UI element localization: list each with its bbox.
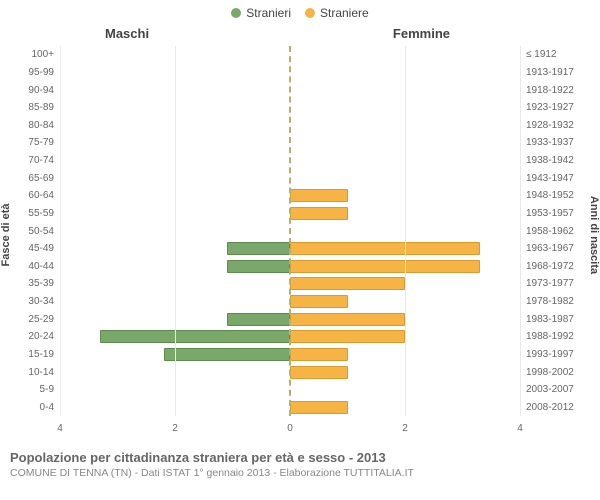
birth-year-label: 1933-1937 (520, 137, 574, 148)
age-label: 10-14 (28, 367, 60, 378)
bar-female (290, 366, 348, 379)
birth-year-label: 1938-1942 (520, 155, 574, 166)
age-label: 35-39 (28, 278, 60, 289)
footer-subtitle: COMUNE DI TENNA (TN) - Dati ISTAT 1° gen… (10, 467, 594, 479)
bar-male (227, 242, 290, 255)
chart-footer: Popolazione per cittadinanza straniera p… (0, 450, 600, 479)
legend-item-male: Stranieri (231, 6, 291, 20)
age-label: 40-44 (28, 261, 60, 272)
y-axis-title-right: Anni di nascita (588, 196, 600, 274)
birth-year-label: 1913-1917 (520, 67, 574, 78)
birth-year-label: 1963-1967 (520, 243, 574, 254)
age-label: 30-34 (28, 296, 60, 307)
legend-swatch-female (305, 8, 315, 18)
bar-male (227, 313, 290, 326)
bar-female (290, 295, 348, 308)
age-label: 70-74 (28, 155, 60, 166)
bar-female (290, 260, 480, 273)
x-tick-label: 0 (287, 423, 293, 434)
x-tick-label: 2 (172, 423, 178, 434)
birth-year-label: 1943-1947 (520, 173, 574, 184)
y-axis-title-left: Fasce di età (0, 204, 12, 267)
side-title-female: Femmine (393, 26, 450, 41)
bar-female (290, 401, 348, 414)
bar-female (290, 189, 348, 202)
bar-female (290, 348, 348, 361)
grid-line (175, 46, 176, 416)
birth-year-label: ≤ 1912 (520, 49, 557, 60)
birth-year-label: 1988-1992 (520, 331, 574, 342)
birth-year-label: 1978-1982 (520, 296, 574, 307)
side-title-male: Maschi (105, 26, 149, 41)
chart-area: Maschi Femmine Fasce di età Anni di nasc… (0, 20, 600, 450)
age-label: 50-54 (28, 226, 60, 237)
footer-title: Popolazione per cittadinanza straniera p… (10, 450, 594, 465)
age-label: 80-84 (28, 120, 60, 131)
age-label: 55-59 (28, 208, 60, 219)
age-label: 95-99 (28, 67, 60, 78)
birth-year-label: 1928-1932 (520, 120, 574, 131)
bar-female (290, 313, 405, 326)
birth-year-label: 1968-1972 (520, 261, 574, 272)
grid-line (60, 46, 61, 416)
x-tick-label: 2 (402, 423, 408, 434)
bar-male (227, 260, 290, 273)
bar-female (290, 330, 405, 343)
birth-year-label: 1983-1987 (520, 314, 574, 325)
age-label: 45-49 (28, 243, 60, 254)
age-label: 65-69 (28, 173, 60, 184)
birth-year-label: 1948-1952 (520, 190, 574, 201)
age-label: 60-64 (28, 190, 60, 201)
age-label: 90-94 (28, 85, 60, 96)
age-label: 20-24 (28, 331, 60, 342)
birth-year-label: 2008-2012 (520, 402, 574, 413)
bar-female (290, 277, 405, 290)
age-label: 25-29 (28, 314, 60, 325)
bar-male (100, 330, 290, 343)
birth-year-label: 1918-1922 (520, 85, 574, 96)
bar-male (164, 348, 291, 361)
birth-year-label: 1958-1962 (520, 226, 574, 237)
bar-female (290, 207, 348, 220)
age-label: 100+ (31, 49, 60, 60)
legend-swatch-male (231, 8, 241, 18)
bar-female (290, 242, 480, 255)
birth-year-label: 1998-2002 (520, 367, 574, 378)
legend-label-female: Straniere (320, 6, 369, 20)
birth-year-label: 1953-1957 (520, 208, 574, 219)
age-label: 5-9 (40, 384, 60, 395)
x-tick-label: 4 (517, 423, 523, 434)
age-label: 15-19 (28, 349, 60, 360)
birth-year-label: 2003-2007 (520, 384, 574, 395)
age-label: 75-79 (28, 137, 60, 148)
grid-line-center (289, 46, 291, 416)
birth-year-label: 1923-1927 (520, 102, 574, 113)
plot-area: 100+≤ 191295-991913-191790-941918-192285… (60, 46, 520, 416)
legend-label-male: Stranieri (246, 6, 291, 20)
birth-year-label: 1993-1997 (520, 349, 574, 360)
grid-line (405, 46, 406, 416)
birth-year-label: 1973-1977 (520, 278, 574, 289)
grid-line (520, 46, 521, 416)
legend-item-female: Straniere (305, 6, 369, 20)
age-label: 0-4 (40, 402, 60, 413)
x-tick-label: 4 (57, 423, 63, 434)
age-label: 85-89 (28, 102, 60, 113)
chart-legend: Stranieri Straniere (0, 0, 600, 20)
